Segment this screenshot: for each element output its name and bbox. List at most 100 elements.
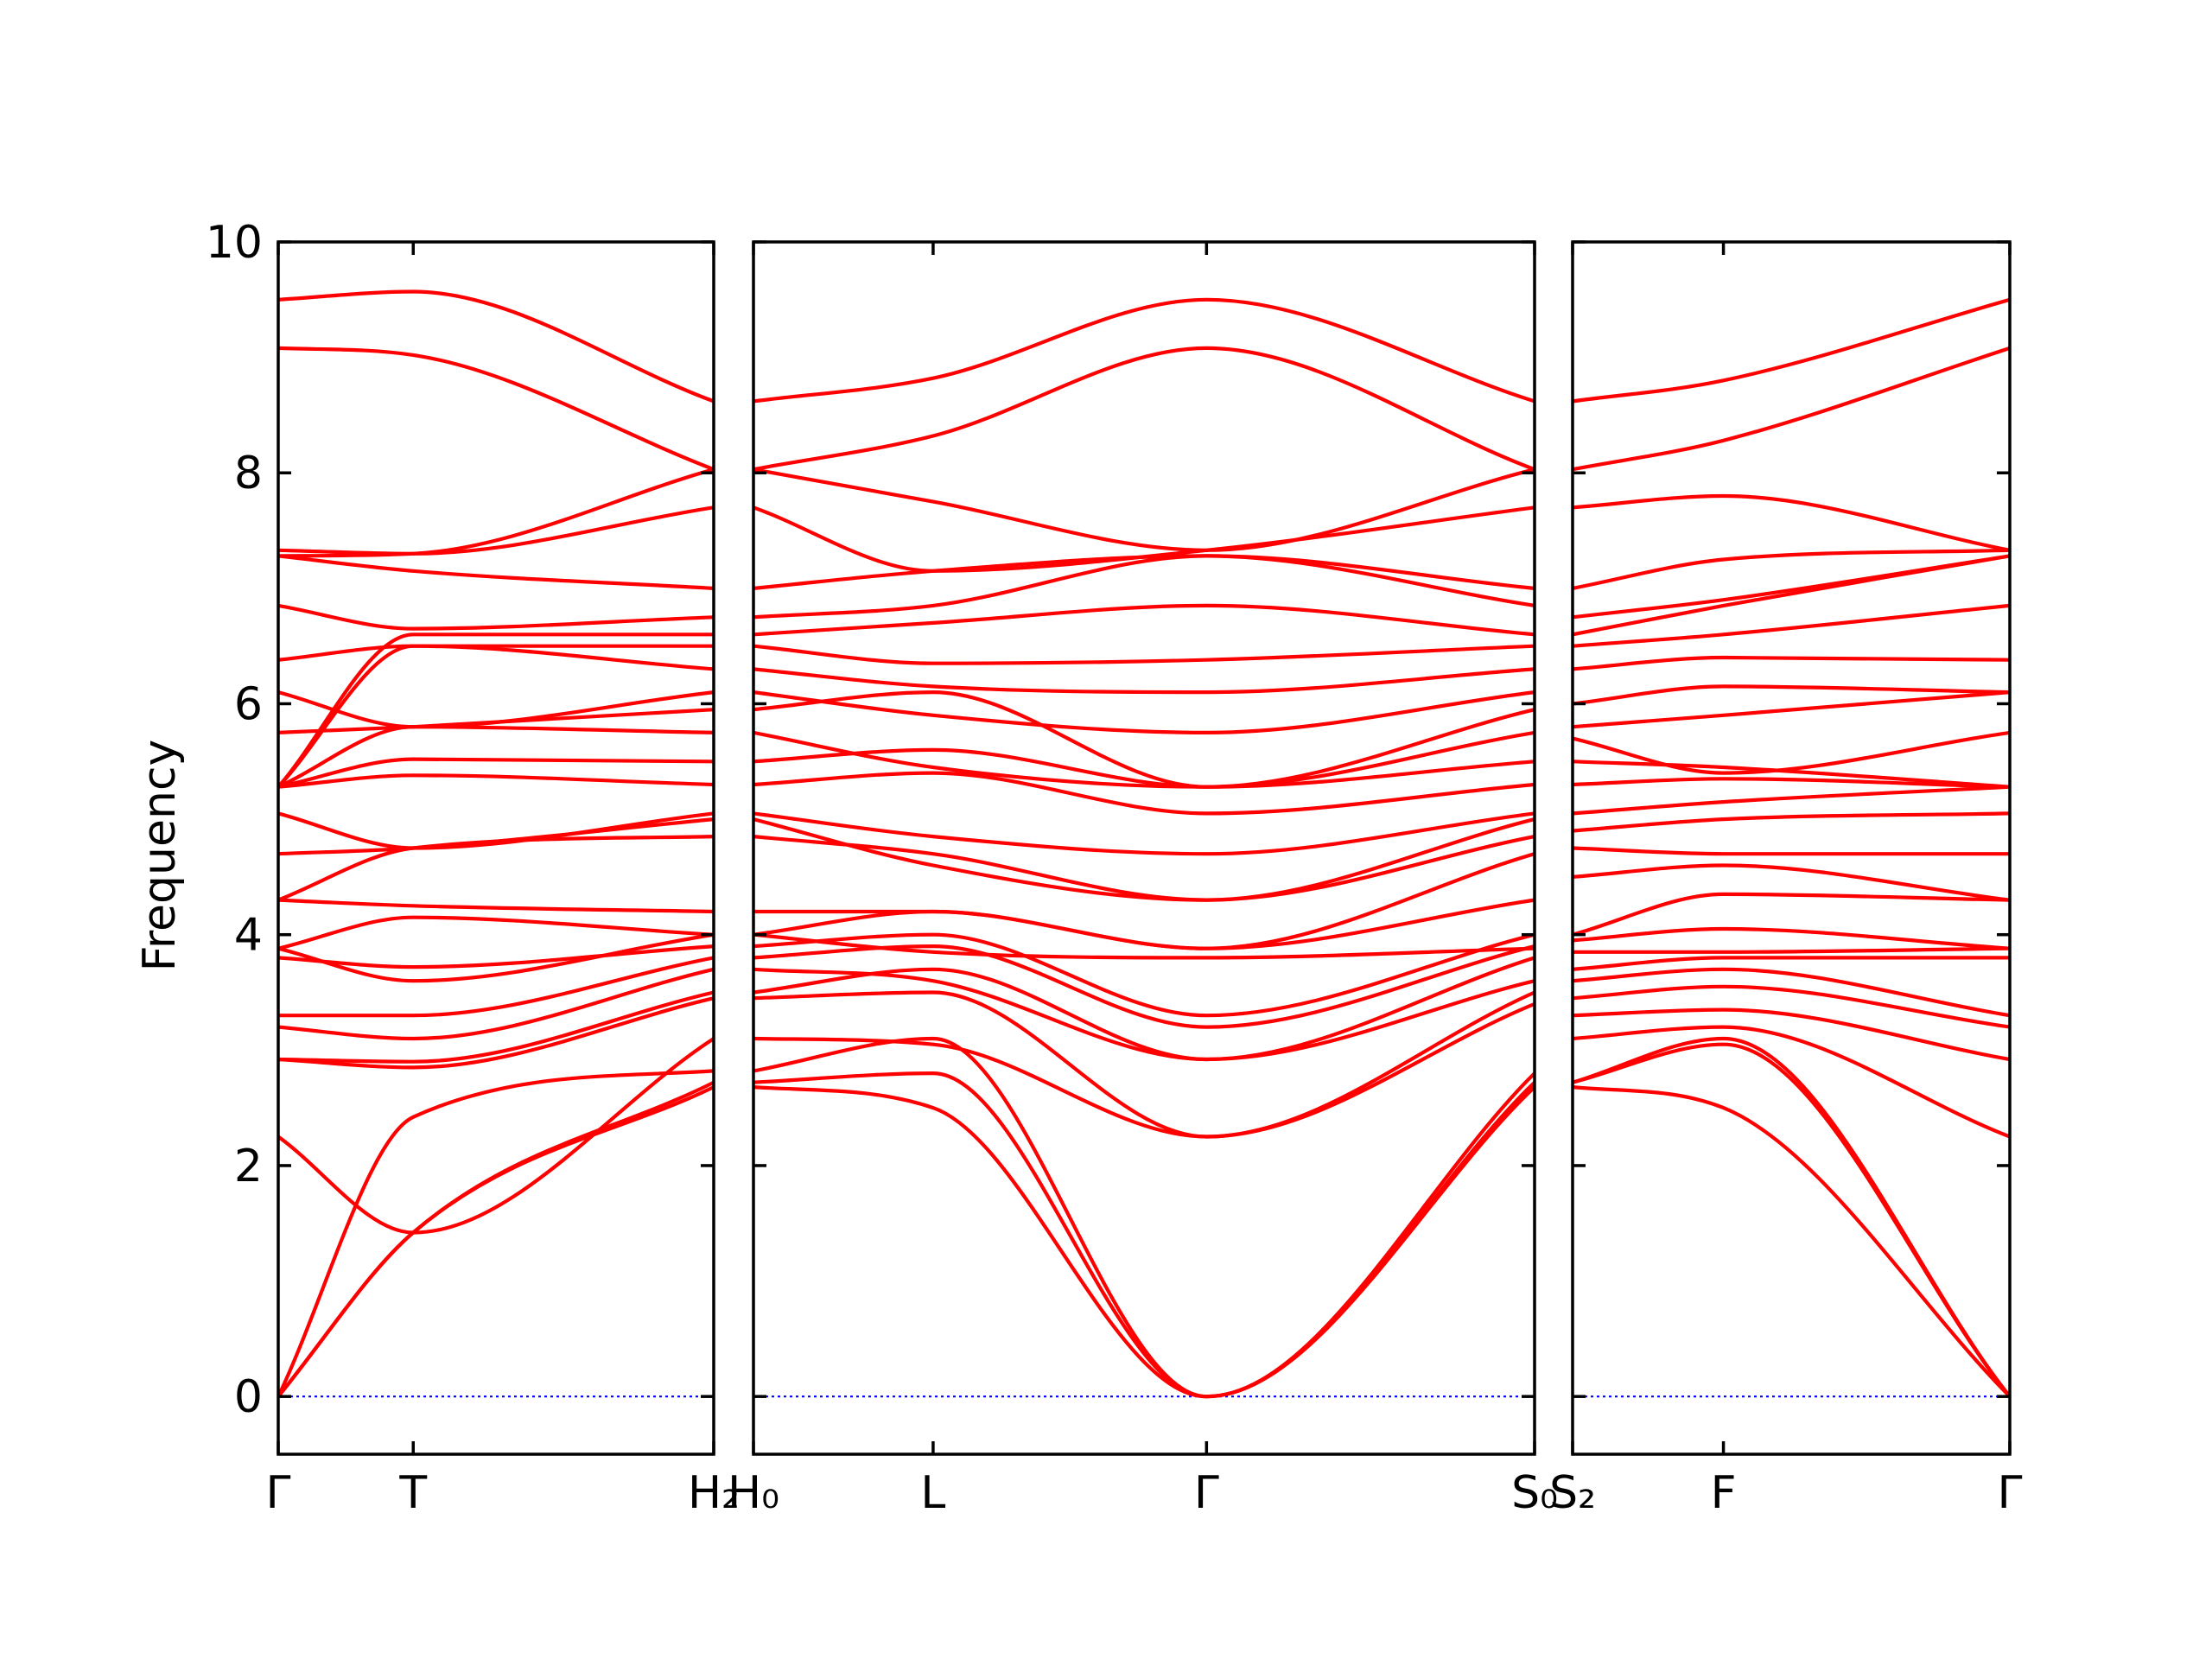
band-line-20 [1573, 684, 2010, 706]
plot-panel-2: H₀ L Γ S₀ [728, 240, 1558, 1519]
band-line-21 [753, 667, 1535, 695]
y-tick-label: 0 [234, 1371, 263, 1423]
band-line-9 [753, 932, 1535, 1018]
band-line-15 [753, 811, 1535, 856]
band-line-29 [278, 289, 714, 404]
band-line-22 [1573, 603, 2010, 648]
band-line-25 [1573, 548, 2010, 590]
band-line-8 [753, 944, 1535, 1029]
band-line-15 [1573, 785, 2010, 816]
axes-frame [752, 240, 1536, 1456]
band-line-14 [753, 817, 1535, 902]
y-axis-label: Frequency [134, 740, 186, 972]
band-line-26 [1573, 493, 2010, 552]
band-line-7 [1573, 967, 2010, 1018]
band-line-12 [1573, 863, 2010, 902]
band-line-3 [1573, 1036, 2010, 1399]
band-line-11 [1573, 892, 2010, 937]
band-line-8 [1573, 956, 2010, 971]
band-line-9 [1573, 946, 2010, 954]
axes-frame [1571, 240, 2012, 1456]
band-line-18 [1573, 730, 2010, 775]
band-line-13 [753, 835, 1535, 902]
band-line-4 [278, 1036, 714, 1235]
band-line-20 [753, 690, 1535, 734]
band-line-2 [753, 1071, 1535, 1399]
bands [1573, 297, 2010, 1399]
band-line-17 [1573, 760, 2010, 789]
band-line-27 [753, 467, 1535, 552]
band-line-17 [278, 757, 714, 789]
band-line-23 [278, 632, 714, 789]
band-line-1 [1573, 1085, 2010, 1399]
band-line-21 [278, 644, 714, 789]
y-tick-label: 2 [234, 1141, 263, 1192]
band-line-27 [278, 467, 714, 558]
band-line-12 [278, 898, 714, 914]
band-line-2 [1573, 1042, 2010, 1399]
x-tick-label: T [398, 1467, 427, 1519]
band-line-5 [1573, 1007, 2010, 1062]
band-line-4 [753, 1001, 1535, 1139]
band-line-20 [278, 690, 714, 729]
band-line-13 [1573, 846, 2010, 856]
x-tick-label: Γ [1194, 1467, 1219, 1519]
band-line-3 [278, 1069, 714, 1399]
band-line-25 [278, 554, 714, 590]
y-tick-label: 6 [234, 678, 263, 730]
band-line-27 [1573, 346, 2010, 472]
bands [278, 289, 714, 1399]
band-line-28 [278, 346, 714, 472]
x-tick-label: H₂ [688, 1467, 740, 1519]
band-line-29 [753, 297, 1535, 404]
band-line-22 [753, 644, 1535, 665]
x-tick-label: L [920, 1467, 945, 1519]
band-line-23 [753, 603, 1535, 637]
band-line-13 [278, 835, 714, 902]
y-tick-label: 10 [206, 217, 263, 269]
x-tick-label: Γ [266, 1467, 291, 1519]
band-line-19 [1573, 690, 2010, 729]
band-line-16 [753, 771, 1535, 816]
band-line-26 [278, 505, 714, 556]
band-line-8 [278, 956, 714, 1018]
y-tick-label: 8 [234, 448, 263, 499]
band-line-21 [1573, 655, 2010, 671]
band-line-5 [753, 990, 1535, 1139]
x-tick-label: S₀ [1511, 1467, 1558, 1519]
band-line-7 [753, 956, 1535, 1062]
band-line-15 [278, 811, 714, 850]
band-line-12 [753, 852, 1535, 950]
axes-frame [276, 240, 715, 1456]
band-line-4 [1573, 1025, 2010, 1139]
plot-panel-3: S₂ F Γ [1549, 240, 2023, 1519]
x-tick-label: H₀ [728, 1467, 779, 1519]
band-line-19 [753, 690, 1535, 789]
band-line-10 [1573, 926, 2010, 950]
band-line-11 [278, 915, 714, 950]
band-line-18 [753, 730, 1535, 789]
band-line-9 [278, 944, 714, 969]
band-line-17 [753, 747, 1535, 789]
band-line-24 [753, 554, 1535, 620]
band-line-6 [278, 990, 714, 1064]
y-tick-label: 4 [234, 910, 263, 962]
band-line-11 [753, 898, 1535, 950]
band-line-22 [278, 644, 714, 662]
band-line-26 [753, 505, 1535, 573]
plot-panel-1: 0 2 4 6 8 10 Γ T H₂ [206, 217, 740, 1519]
band-line-14 [1573, 811, 2010, 833]
band-line-28 [1573, 297, 2010, 404]
x-tick-label: F [1711, 1467, 1737, 1519]
band-line-16 [278, 773, 714, 789]
band-line-6 [1573, 984, 2010, 1029]
band-line-10 [278, 932, 714, 983]
x-tick-label: S₂ [1549, 1467, 1596, 1519]
band-line-24 [278, 603, 714, 631]
band-line-7 [278, 967, 714, 1041]
band-line-2 [278, 1080, 714, 1399]
band-line-24 [1573, 554, 2010, 620]
band-line-10 [753, 932, 1535, 960]
